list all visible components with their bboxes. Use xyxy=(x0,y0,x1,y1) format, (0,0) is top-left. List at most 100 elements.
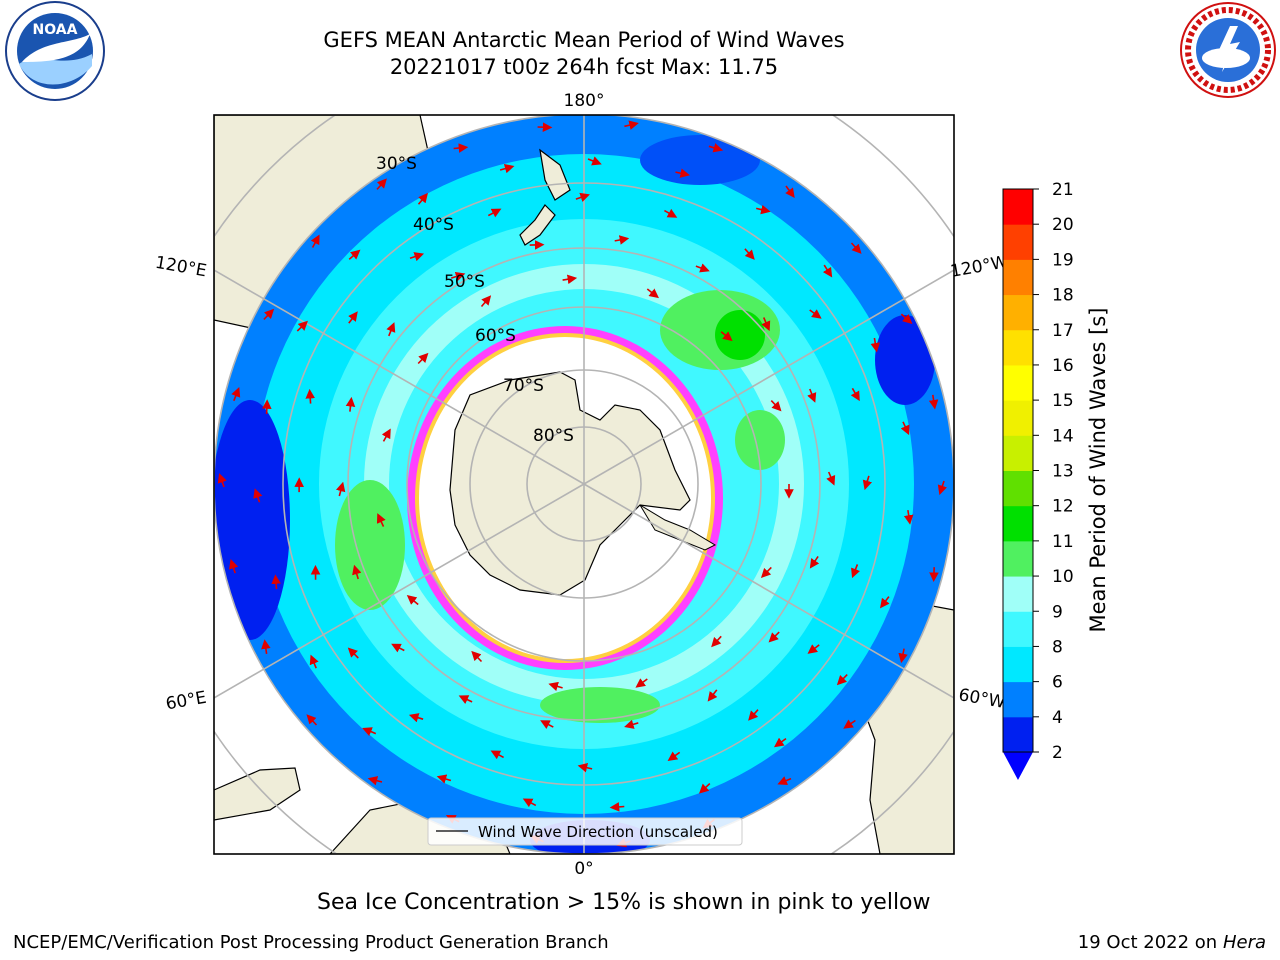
colorbar-band xyxy=(1003,435,1033,471)
colorbar-tick-label: 17 xyxy=(1052,321,1074,341)
wind-wave-arrow xyxy=(217,473,227,488)
wind-wave-arrow xyxy=(826,471,836,486)
wind-wave-arrow xyxy=(903,509,914,525)
map-title: GEFS MEAN Antarctic Mean Period of Wind … xyxy=(323,28,845,52)
wind-wave-arrow xyxy=(296,320,308,332)
colorbar-tick-label: 19 xyxy=(1052,250,1074,270)
wind-wave-arrow xyxy=(562,274,578,285)
wind-wave-arrow xyxy=(381,428,391,442)
wind-wave-arrow xyxy=(785,185,795,198)
wind-wave-arrow xyxy=(417,192,428,205)
colorbar-band xyxy=(1003,470,1033,507)
wind-wave-arrow xyxy=(624,120,639,130)
wind-wave-arrow xyxy=(409,252,425,262)
antarctica-land xyxy=(449,371,691,596)
new-zealand-land xyxy=(539,148,571,201)
colorbar-band xyxy=(1003,329,1033,366)
wind-wave-arrow xyxy=(347,647,359,659)
colorbar-tick-label: 13 xyxy=(1052,462,1074,482)
wind-wave-arrow xyxy=(675,168,690,178)
wind-wave-arrow xyxy=(836,674,848,686)
lon-label-60e: 60°E xyxy=(164,688,208,715)
wind-wave-arrow xyxy=(748,709,759,721)
wind-wave-arrow xyxy=(777,776,792,786)
wind-wave-arrow xyxy=(711,635,722,648)
colorbar-band xyxy=(1003,259,1033,296)
wind-wave-arrow xyxy=(807,388,817,403)
colorbar-tick-label: 10 xyxy=(1052,567,1074,587)
wind-wave-arrow xyxy=(406,595,419,606)
wind-wave-arrow xyxy=(587,156,602,166)
wind-wave-arrow xyxy=(348,311,358,324)
noaa-logo-text: NOAA xyxy=(33,22,78,38)
wind-wave-arrow xyxy=(362,727,377,737)
wind-wave-arrow xyxy=(548,681,563,692)
colorbar-tick-label: 15 xyxy=(1052,391,1074,411)
wind-wave-arrow xyxy=(417,352,429,365)
colorbar: 2 4 6 8 9 10 11 12 13 14 15 16 17 18 19 20 21 Mean Perio… xyxy=(1002,180,1110,780)
colorbar-band xyxy=(1003,540,1033,577)
wind-wave-arrow xyxy=(305,388,316,404)
colorbar-tick-label: 11 xyxy=(1052,532,1074,552)
wind-wave-arrow xyxy=(263,308,275,320)
wind-wave-arrow xyxy=(760,566,772,579)
wind-wave-arrow xyxy=(577,763,593,773)
footer-date-text: 19 Oct 2022 on xyxy=(1077,932,1223,953)
colorbar-tick-label: 9 xyxy=(1052,602,1063,622)
wind-wave-arrow xyxy=(843,719,856,729)
wind-wave-arrow xyxy=(614,235,630,245)
colorbar-tick-label: 16 xyxy=(1052,356,1074,376)
wind-wave-arrow xyxy=(770,400,782,412)
wind-wave-arrow xyxy=(822,264,833,278)
lat-label-80s: 80°S xyxy=(533,426,574,446)
wind-wave-arrow xyxy=(809,309,822,319)
wind-wave-arrow xyxy=(376,513,386,527)
wind-wave-arrow xyxy=(458,695,473,704)
wind-wave-arrow xyxy=(744,248,755,260)
wind-wave-arrow xyxy=(376,178,387,190)
wind-wave-arrow xyxy=(870,337,881,353)
wind-wave-arrow xyxy=(271,574,281,590)
wind-wave-arrow xyxy=(624,719,639,729)
footer-date: 19 Oct 2022 on Hera xyxy=(1078,932,1266,953)
map-frame xyxy=(213,114,955,855)
colorbar-band xyxy=(1003,294,1033,331)
wind-wave-arrow xyxy=(937,480,947,496)
wind-wave-arrow xyxy=(487,208,502,218)
wind-wave-arrow xyxy=(336,481,346,497)
wind-wave-arrow xyxy=(768,631,780,643)
wind-wave-arrow xyxy=(309,654,319,669)
lon-label-120e: 120°E xyxy=(154,253,208,282)
wind-wave-arrow xyxy=(480,295,492,308)
colorbar-band xyxy=(1003,189,1033,225)
colorbar-tick-label: 4 xyxy=(1052,708,1063,728)
colorbar-band xyxy=(1003,364,1033,401)
wind-wave-arrow xyxy=(850,387,860,402)
longitude-grid xyxy=(214,115,954,854)
wind-wave-arrow xyxy=(306,714,318,726)
colorbar-band xyxy=(1003,646,1033,683)
wind-wave-arrow xyxy=(635,678,648,688)
lon-label-120w: 120°W xyxy=(949,252,1010,282)
wind-wave-arrow xyxy=(490,750,504,760)
colorbar-tick-label: 20 xyxy=(1052,215,1074,235)
wind-wave-arrow xyxy=(879,596,890,609)
wind-wave-arrow xyxy=(348,249,361,260)
wind-wave-arrow xyxy=(575,192,590,202)
colorbar-band xyxy=(1003,681,1033,718)
lat-label-70s: 70°S xyxy=(503,376,544,396)
colorbar-tick-label: 2 xyxy=(1052,743,1063,763)
wind-wave-arrow xyxy=(850,242,862,254)
wind-wave-arrow xyxy=(720,331,733,342)
wind-wave-arrow xyxy=(450,271,466,282)
wind-wave-arrow xyxy=(773,737,787,748)
wind-wave-arrow xyxy=(499,163,515,174)
wind-wave-arrow xyxy=(345,396,356,412)
colorbar-tick-label: 6 xyxy=(1052,673,1063,693)
wind-wave-arrow xyxy=(851,564,861,579)
map-legend: Wind Wave Direction (unscaled) xyxy=(427,817,743,846)
colorbar-extend-triangle xyxy=(1003,752,1033,780)
sea-ice-note: Sea Ice Concentration > 15% is shown in … xyxy=(317,890,931,915)
wind-wave-arrow xyxy=(436,774,452,784)
